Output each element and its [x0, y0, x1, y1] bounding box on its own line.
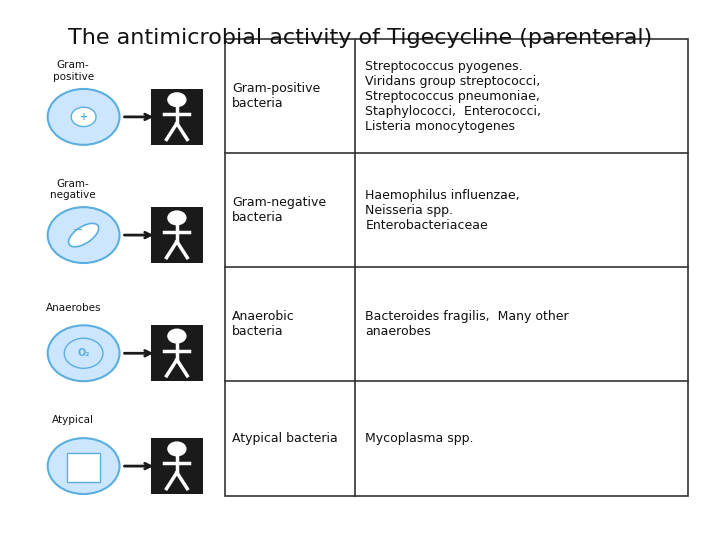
Ellipse shape	[68, 224, 99, 247]
FancyBboxPatch shape	[150, 438, 203, 494]
Text: Gram-
positive: Gram- positive	[53, 60, 94, 82]
Circle shape	[167, 211, 186, 225]
FancyBboxPatch shape	[67, 453, 100, 482]
Text: −: −	[73, 224, 84, 237]
Text: Gram-
negative: Gram- negative	[50, 179, 96, 200]
FancyBboxPatch shape	[150, 207, 203, 263]
Text: +: +	[79, 112, 88, 122]
Text: Gram-positive
bacteria: Gram-positive bacteria	[232, 82, 320, 110]
Circle shape	[48, 325, 120, 381]
Text: O₂: O₂	[77, 348, 90, 358]
Text: Bacteroides fragilis,  Many other
anaerobes: Bacteroides fragilis, Many other anaerob…	[365, 310, 569, 339]
FancyBboxPatch shape	[225, 39, 688, 496]
Circle shape	[48, 207, 120, 263]
Text: Mycoplasma spp.: Mycoplasma spp.	[365, 432, 474, 445]
Circle shape	[167, 441, 186, 456]
Text: Anaerobes: Anaerobes	[45, 302, 101, 313]
FancyBboxPatch shape	[150, 325, 203, 381]
Text: Atypical: Atypical	[53, 415, 94, 426]
Circle shape	[167, 328, 186, 343]
Text: Atypical bacteria: Atypical bacteria	[232, 432, 338, 445]
Text: The antimicrobial activity of Tigecycline (parenteral): The antimicrobial activity of Tigecyclin…	[68, 28, 652, 48]
Circle shape	[167, 92, 186, 107]
Text: Streptococcus pyogenes.
Viridans group streptococci,
Streptococcus pneumoniae,
S: Streptococcus pyogenes. Viridans group s…	[365, 59, 541, 133]
Text: Haemophilus influenzae,
Neisseria spp.
Enterobacteriaceae: Haemophilus influenzae, Neisseria spp. E…	[365, 189, 520, 232]
Circle shape	[48, 438, 120, 494]
Text: Anaerobic
bacteria: Anaerobic bacteria	[232, 310, 295, 339]
FancyBboxPatch shape	[150, 89, 203, 145]
Circle shape	[71, 107, 96, 126]
Circle shape	[48, 89, 120, 145]
Text: Gram-negative
bacteria: Gram-negative bacteria	[232, 196, 326, 224]
